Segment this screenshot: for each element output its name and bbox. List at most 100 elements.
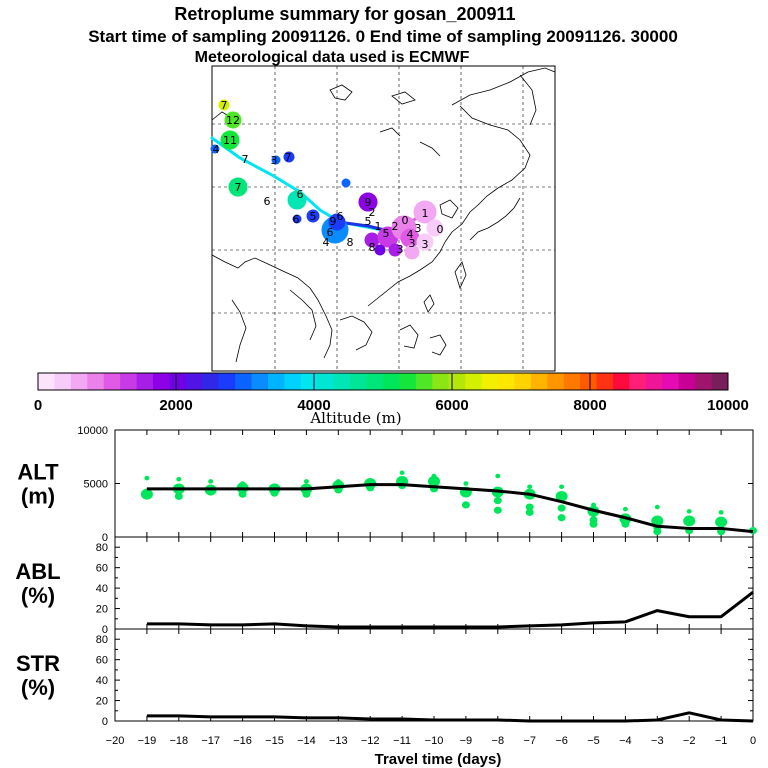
colorbar-cell (465, 373, 482, 390)
altitude-cluster-point (525, 508, 534, 516)
x-tick-label: −17 (201, 735, 220, 747)
colorbar-cell (38, 373, 55, 390)
trajectory-cluster-label: 11 (223, 134, 237, 147)
trajectory-cluster (224, 111, 242, 129)
colorbar-cell (629, 373, 647, 390)
sampling-time-line: Start time of sampling 20091126. 0 End t… (88, 27, 678, 46)
x-tick-label: −13 (329, 735, 348, 747)
altitude-cluster-point (654, 504, 660, 510)
panel-alt: ALT(m) 10000 5000 0 (17, 425, 757, 544)
colorbar-tick-label: 0 (34, 397, 42, 414)
colorbar-cell (268, 373, 285, 390)
x-tick-label: −11 (393, 735, 411, 747)
altitude-cluster-point (591, 502, 596, 508)
colorbar-cell (580, 373, 597, 390)
trajectory-cluster-label: 6 (264, 195, 271, 208)
colorbar-cell (514, 373, 532, 390)
trajectory-cluster-label: 2 (392, 220, 399, 233)
x-tick-label: −20 (106, 735, 125, 747)
altitude-cluster-point (302, 490, 311, 498)
colorbar-cell (284, 373, 302, 390)
x-tick-label: −15 (265, 735, 284, 747)
trajectory-cluster (426, 219, 444, 237)
colorbar-cell (70, 373, 88, 390)
y-tick-label: 20 (96, 604, 108, 616)
colorbar-cell (448, 373, 466, 390)
colorbar-tick-label: 2000 (159, 397, 192, 414)
colorbar-cell (711, 373, 729, 390)
colorbar-cell (103, 373, 121, 390)
colorbar-cell (645, 373, 663, 390)
colorbar-label: Altitude (m) (309, 409, 401, 427)
y-tick-label: 80 (96, 542, 108, 554)
x-tick-label: −12 (361, 735, 380, 747)
trajectory-cluster-label: 1 (422, 207, 429, 220)
panel-frame (114, 628, 754, 722)
trajectory-cluster-label: 3 (415, 222, 422, 235)
panel-label: ABL (15, 559, 60, 584)
altitude-cluster-point (525, 503, 534, 511)
colorbar-cell (498, 373, 515, 390)
trajectory-cluster-label: 7 (242, 153, 249, 166)
y-tick-label: 10000 (77, 425, 108, 437)
trajectory-cluster-label: 6 (293, 213, 300, 226)
trajectory-cluster (413, 200, 437, 224)
panel-label: ALT (17, 460, 59, 485)
trajectory-cluster-label: 5 (365, 215, 372, 228)
trajectory-cluster-label: 5 (310, 210, 317, 223)
colorbar-cell (251, 373, 269, 390)
x-tick-label: −4 (619, 735, 632, 747)
y-tick-label: 5000 (84, 479, 108, 491)
colorbar-cells (38, 373, 729, 390)
colorbar-tick-label: 4000 (297, 397, 330, 414)
trajectory-cluster-label: 2 (369, 206, 376, 219)
coastlines (211, 67, 556, 363)
y-tick-label: 0 (102, 532, 108, 544)
trajectory-cluster-label: 6 (297, 188, 304, 201)
trajectory-cluster-label: 3 (422, 238, 429, 251)
trajectory-cluster-label: 7 (235, 181, 242, 194)
x-tick-label: −9 (460, 735, 473, 747)
colorbar-cell (383, 373, 400, 390)
colorbar-cell (169, 373, 187, 390)
trajectory-cluster-label: 0 (402, 214, 409, 227)
colorbar-cell (136, 373, 154, 390)
colorbar-ticks: 0 2000 4000 6000 8000 10000 (34, 373, 749, 414)
altitude-cluster-point (715, 516, 728, 528)
trajectory-cluster-label: 5 (383, 227, 390, 240)
altitude-cluster-point (493, 506, 502, 514)
trajectory-cluster (292, 214, 302, 224)
trajectory-cluster-label: 3 (397, 243, 404, 256)
colorbar-cell (120, 373, 137, 390)
altitude-cluster-point (653, 528, 662, 536)
trajectory-cluster (374, 244, 386, 256)
altitude-cluster-point (718, 510, 724, 515)
trajectory-cluster-label: 6 (327, 226, 334, 239)
y-tick-label: 80 (96, 634, 108, 646)
trajectory-cluster-label: 4 (407, 228, 414, 241)
trajectory-cluster (306, 209, 320, 223)
trajectory-cluster-label: 7 (221, 99, 228, 112)
y-tick-label: 40 (96, 583, 108, 595)
altitude-cluster-point (495, 473, 501, 479)
colorbar-cell (202, 373, 220, 390)
altitude-cluster-point (428, 475, 440, 487)
meteo-data-line: Meteorological data used is ECMWF (195, 49, 470, 66)
x-tick-label: −16 (233, 735, 252, 747)
colorbar-cell (613, 373, 630, 390)
y-tick-label: 60 (96, 655, 108, 667)
altitude-cluster-point (238, 490, 247, 498)
x-tick-label: −14 (297, 735, 316, 747)
colorbar-cell (153, 373, 170, 390)
panel-abl: ABL(%) 80 60 40 20 0 (15, 536, 754, 636)
trajectory-cluster (271, 155, 281, 165)
trajectory-cluster (328, 213, 346, 231)
y-tick-label: 40 (96, 675, 108, 687)
altitude-cluster-point (208, 479, 214, 484)
x-tick-label: −3 (651, 735, 664, 747)
trajectory-cluster-label: 3 (271, 154, 278, 167)
altitude-cluster-point (589, 520, 598, 528)
trajectory-cluster (210, 144, 220, 154)
x-tick-label: −1 (715, 735, 728, 747)
